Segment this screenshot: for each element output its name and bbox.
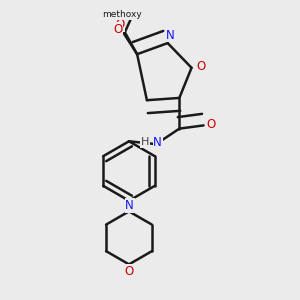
- Text: O: O: [196, 60, 206, 73]
- Text: O: O: [124, 265, 134, 278]
- Text: O: O: [116, 18, 124, 31]
- Text: methoxy: methoxy: [102, 10, 142, 19]
- Text: O: O: [206, 118, 215, 130]
- Text: N: N: [166, 28, 175, 41]
- Text: O: O: [113, 23, 122, 36]
- Text: N: N: [153, 136, 162, 149]
- Text: N: N: [125, 199, 134, 212]
- Text: H: H: [141, 137, 149, 147]
